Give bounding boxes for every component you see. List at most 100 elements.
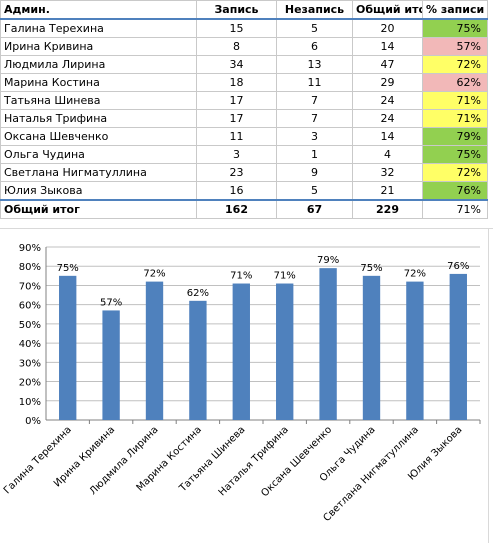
table-row: Ирина Кривина 8 6 14 57% (0, 37, 488, 56)
bar[interactable] (232, 283, 250, 420)
table-row: Марина Костина 18 11 29 62% (0, 73, 488, 92)
table-row: Юлия Зыкова 16 5 21 76% (0, 181, 488, 201)
sheet-gridline (0, 228, 493, 229)
y-tick-label: 30% (19, 358, 41, 369)
itog-cell[interactable]: 29 (352, 73, 423, 92)
data-label: 71% (274, 271, 296, 282)
itog-cell[interactable]: 47 (352, 55, 423, 74)
y-tick-label: 90% (19, 243, 41, 254)
y-tick-label: 50% (19, 320, 41, 331)
total-name-cell[interactable]: Общий итог (0, 199, 197, 219)
nezapis-cell[interactable]: 13 (276, 55, 353, 74)
admin-name-cell[interactable]: Оксана Шевченко (0, 127, 197, 146)
table-body: Галина Терехина 15 5 20 75% Ирина Кривина 8 6 14… (0, 18, 488, 201)
data-label: 71% (230, 271, 252, 282)
total-pct-cell[interactable]: 71% (422, 199, 488, 219)
data-label: 62% (187, 288, 209, 299)
bar[interactable] (189, 300, 207, 420)
nezapis-cell[interactable]: 5 (276, 18, 353, 38)
total-zapis-cell[interactable]: 162 (196, 199, 277, 219)
pct-cell[interactable]: 72% (422, 55, 488, 74)
bar[interactable] (406, 281, 424, 420)
pct-cell[interactable]: 71% (422, 91, 488, 110)
zapis-cell[interactable]: 17 (196, 109, 277, 128)
pct-cell[interactable]: 75% (422, 145, 488, 164)
pct-cell[interactable]: 71% (422, 109, 488, 128)
sheet-gridline-vertical (488, 228, 489, 543)
nezapis-cell[interactable]: 1 (276, 145, 353, 164)
zapis-cell[interactable]: 16 (196, 181, 277, 201)
y-tick-label: 20% (19, 378, 41, 389)
y-tick-label: 10% (19, 397, 41, 408)
nezapis-cell[interactable]: 5 (276, 181, 353, 201)
itog-cell[interactable]: 32 (352, 163, 423, 182)
y-tick-label: 40% (19, 339, 41, 350)
admin-name-cell[interactable]: Ольга Чудина (0, 145, 197, 164)
total-itog-cell[interactable]: 229 (352, 199, 423, 219)
itog-cell[interactable]: 20 (352, 18, 423, 38)
zapis-cell[interactable]: 11 (196, 127, 277, 146)
nezapis-cell[interactable]: 7 (276, 91, 353, 110)
bar-chart[interactable]: 0% 10% 20% 30% 40% 50% 60% 70% 80% 90% 75% Галина Т… (2, 233, 493, 543)
admin-name-cell[interactable]: Наталья Трифина (0, 109, 197, 128)
nezapis-cell[interactable]: 11 (276, 73, 353, 92)
header-pct[interactable]: % записи (422, 0, 488, 20)
nezapis-cell[interactable]: 3 (276, 127, 353, 146)
header-admin[interactable]: Админ. (0, 0, 197, 20)
header-nezapis[interactable]: Незапись (276, 0, 353, 20)
admin-name-cell[interactable]: Ирина Кривина (0, 37, 197, 56)
pct-cell[interactable]: 57% (422, 37, 488, 56)
total-nezapis-cell[interactable]: 67 (276, 199, 353, 219)
zapis-cell[interactable]: 8 (196, 37, 277, 56)
table-row: Наталья Трифина 17 7 24 71% (0, 109, 488, 128)
admin-name-cell[interactable]: Галина Терехина (0, 18, 197, 38)
zapis-cell[interactable]: 23 (196, 163, 277, 182)
bar[interactable] (319, 268, 337, 420)
zapis-cell[interactable]: 18 (196, 73, 277, 92)
itog-cell[interactable]: 21 (352, 181, 423, 201)
admin-name-cell[interactable]: Людмила Лирина (0, 55, 197, 74)
summary-table-area: Админ. Запись Незапись Общий итог % запи… (0, 0, 493, 222)
data-label: 57% (100, 297, 122, 308)
admin-name-cell[interactable]: Светлана Нигматуллина (0, 163, 197, 182)
bar[interactable] (362, 275, 381, 420)
nezapis-cell[interactable]: 9 (276, 163, 353, 182)
data-label: 75% (360, 263, 382, 274)
itog-cell[interactable]: 4 (352, 145, 423, 164)
nezapis-cell[interactable]: 6 (276, 37, 353, 56)
pct-cell[interactable]: 79% (422, 127, 488, 146)
bar[interactable] (102, 310, 120, 420)
admin-name-cell[interactable]: Татьяна Шинева (0, 91, 197, 110)
table-row: Людмила Лирина 34 13 47 72% (0, 55, 488, 74)
zapis-cell[interactable]: 3 (196, 145, 277, 164)
admin-name-cell[interactable]: Юлия Зыкова (0, 181, 197, 201)
itog-cell[interactable]: 24 (352, 91, 423, 110)
zapis-cell[interactable]: 15 (196, 18, 277, 38)
itog-cell[interactable]: 14 (352, 127, 423, 146)
zapis-cell[interactable]: 34 (196, 55, 277, 74)
table-row: Светлана Нигматуллина 23 9 32 72% (0, 163, 488, 182)
bar[interactable] (145, 281, 164, 420)
pct-cell[interactable]: 72% (422, 163, 488, 182)
bar[interactable] (449, 273, 467, 420)
table-row: Ольга Чудина 3 1 4 75% (0, 145, 488, 164)
table-row: Татьяна Шинева 17 7 24 71% (0, 91, 488, 110)
y-tick-label: 60% (19, 301, 41, 312)
pct-cell[interactable]: 76% (422, 181, 488, 201)
data-label: 75% (57, 263, 79, 274)
bar[interactable] (276, 283, 294, 420)
summary-table: Админ. Запись Незапись Общий итог % запи… (0, 0, 488, 219)
pct-cell[interactable]: 75% (422, 18, 488, 38)
data-label: 72% (404, 269, 426, 280)
data-label: 79% (317, 255, 339, 266)
zapis-cell[interactable]: 17 (196, 91, 277, 110)
pct-cell[interactable]: 62% (422, 73, 488, 92)
nezapis-cell[interactable]: 7 (276, 109, 353, 128)
admin-name-cell[interactable]: Марина Костина (0, 73, 197, 92)
itog-cell[interactable]: 14 (352, 37, 423, 56)
bar[interactable] (59, 275, 77, 420)
header-itog[interactable]: Общий итог (352, 0, 423, 20)
itog-cell[interactable]: 24 (352, 109, 423, 128)
header-zapis[interactable]: Запись (196, 0, 277, 20)
table-header-row: Админ. Запись Незапись Общий итог % запи… (0, 0, 488, 20)
